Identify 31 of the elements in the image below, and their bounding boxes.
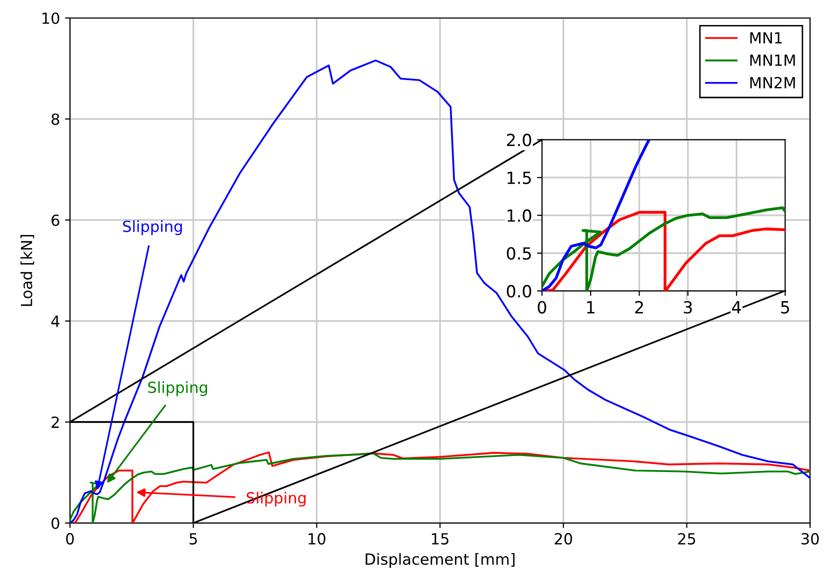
x-tick-label: 0 [538,300,546,314]
x-tick-label: 4 [732,301,741,314]
x-tick-label: 2 [635,300,643,314]
x-tick-label: 3 [684,300,692,314]
x-tick-label: 5 [781,301,790,314]
annotation: Slipping [123,220,182,236]
y-tick-label: 0.0 [506,284,532,298]
y-tick-label: 4 [51,316,60,327]
y-tick-label: 6 [52,214,60,226]
x-tick-label: 0 [66,533,74,545]
legend-label: MN1 [750,32,782,44]
y-tick-label: 2 [52,416,59,428]
legend-label: MN2M [750,76,795,88]
y-tick-label: 0.5 [506,247,531,260]
annotation: Slipping [148,381,208,396]
y-tick-label: 0 [52,517,60,530]
x-tick-label: 15 [432,533,448,545]
x-tick-label: 20 [554,533,572,545]
y-tick-label: 1.5 [508,172,531,184]
y-tick-label: 1.0 [508,209,532,222]
x-tick-label: 25 [678,533,696,545]
y-tick-label: 2.0 [506,134,532,146]
y-tick-label: 8 [52,113,60,126]
legend-label: MN1M [750,54,795,66]
y-tick-label: 10 [42,12,60,24]
x-axis-title: Displacement [mm] [366,553,514,568]
x-tick-label: 30 [802,533,819,545]
x-tick-label: 1 [587,301,594,314]
x-tick-label: 5 [190,533,197,545]
y-axis-title: Load [kN] [20,234,34,306]
x-tick-label: 10 [308,533,326,545]
